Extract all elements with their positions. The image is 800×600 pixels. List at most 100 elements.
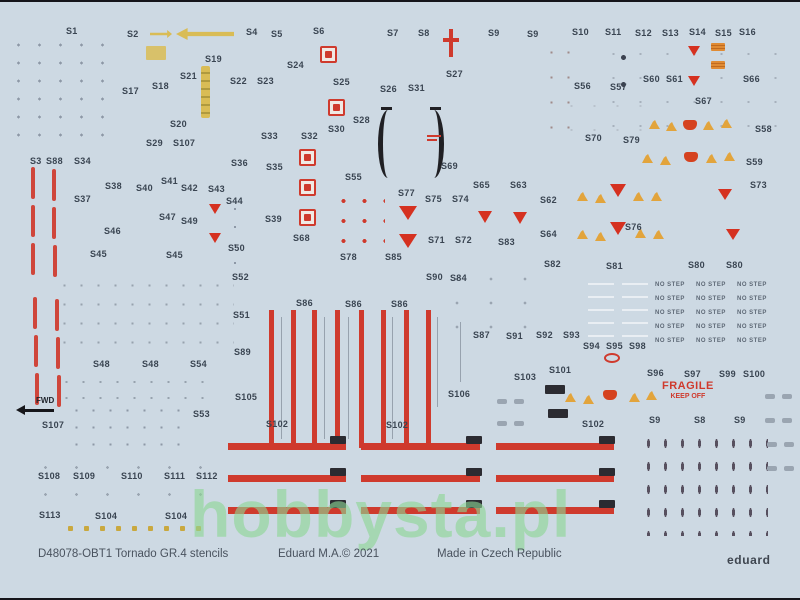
red-symbol-grid (333, 191, 385, 243)
keep-off-text: KEEP OFF (670, 393, 706, 400)
black-stencil-block (330, 436, 346, 444)
stencil-label-s97: S97 (684, 369, 701, 379)
stencil-label-s11: S11 (605, 27, 622, 37)
stencil-label-s70: S70 (585, 133, 602, 143)
red-rescue-square-icon (299, 209, 316, 226)
stencil-label-s57: S57 (610, 82, 627, 92)
red-walkway-bar (359, 310, 364, 448)
stencil-label-s14: S14 (689, 27, 706, 37)
stencil-label-s30: S30 (328, 124, 345, 134)
yellow-dot-stencil (132, 526, 137, 531)
stencil-label-s2: S2 (127, 29, 139, 39)
red-stripe-stencil (34, 335, 38, 367)
yellow-arrow-marking-icon (176, 28, 234, 40)
stencil-label-s103: S103 (514, 372, 537, 382)
ejection-seat-figure-icon (706, 154, 717, 163)
warning-triangle-icon (399, 206, 417, 220)
stencil-label-s93: S93 (563, 330, 580, 340)
red-text-stencil (427, 135, 441, 137)
warning-triangle-icon (726, 229, 740, 240)
yellow-dot-stencil (116, 526, 121, 531)
stencil-label-s35: S35 (266, 162, 283, 172)
stencil-label-s8: S8 (694, 415, 706, 425)
stencil-label-s104: S104 (95, 511, 118, 521)
stencil-label-s9: S9 (649, 415, 661, 425)
stencil-label-s9: S9 (734, 415, 746, 425)
stencil-label-s81: S81 (606, 261, 623, 271)
stencil-label-s23: S23 (257, 76, 274, 86)
stencil-label-s73: S73 (750, 180, 767, 190)
stencil-label-s112: S112 (196, 471, 218, 481)
ejection-seat-figure-icon (653, 230, 664, 239)
no-step-text: NO STEP (655, 310, 685, 316)
stencil-label-s71: S71 (428, 235, 445, 245)
stencil-label-s68: S68 (293, 233, 310, 243)
ejection-seat-figure-icon (577, 192, 588, 201)
stencil-label-s67: S67 (695, 96, 712, 106)
warning-triangle-icon (209, 233, 221, 243)
no-step-text: NO STEP (696, 324, 726, 330)
ejection-seat-figure-icon (649, 120, 660, 129)
stencil-label-s107: S107 (42, 420, 65, 430)
grey-guide-line (392, 317, 393, 439)
black-stencil-block (548, 409, 568, 418)
stencil-label-s109: S109 (73, 471, 96, 481)
stencil-label-s98: S98 (629, 341, 646, 351)
no-step-text: NO STEP (696, 296, 726, 302)
ejection-seat-figure-icon (583, 395, 594, 404)
black-stencil-block (599, 436, 615, 444)
red-rescue-square-icon (299, 149, 316, 166)
red-walkway-bar (361, 507, 480, 514)
stencil-label-s48: S48 (93, 359, 110, 369)
stencil-label-s51: S51 (233, 310, 250, 320)
stencil-label-s52: S52 (232, 272, 249, 282)
stencil-label-s95: S95 (606, 341, 623, 351)
stencil-label-s85: S85 (385, 252, 402, 262)
stencil-label-s5: S5 (271, 29, 283, 39)
stencil-label-s31: S31 (408, 83, 425, 93)
stencil-label-s63: S63 (510, 180, 527, 190)
red-stripe-stencil (31, 167, 35, 199)
stencil-label-s99: S99 (719, 369, 736, 379)
ejection-seat-figure-icon (629, 393, 640, 402)
stencil-label-s89: S89 (234, 347, 251, 357)
stencil-label-s107: S107 (173, 138, 196, 148)
yellow-dot-stencil (196, 526, 201, 531)
dark-stencil-grid (640, 432, 768, 536)
tiny-stencil-grid (560, 94, 650, 142)
grey-guide-line (324, 317, 325, 439)
red-walkway-bar (228, 475, 346, 482)
copyright-text: Eduard M.A.© 2021 (278, 548, 380, 560)
grey-stencil-pill (765, 394, 775, 399)
fwd-arrow-icon (16, 405, 54, 415)
no-step-text: NO STEP (737, 310, 767, 316)
warning-triangle-icon (688, 76, 700, 86)
stencil-label-s64: S64 (540, 229, 557, 239)
origin-text: Made in Czech Republic (437, 548, 562, 560)
red-walkway-bar (269, 310, 274, 448)
stencil-label-s34: S34 (74, 156, 91, 166)
ejection-seat-figure-icon (635, 229, 646, 238)
tiny-stencil-grid (56, 276, 234, 360)
stencil-label-s101: S101 (549, 365, 572, 375)
stencil-label-s102: S102 (266, 419, 289, 429)
red-walkway-bar (381, 310, 386, 448)
red-stripe-stencil (52, 169, 56, 201)
red-rescue-square-icon (299, 179, 316, 196)
no-step-text: NO STEP (737, 296, 767, 302)
stencil-label-s53: S53 (193, 409, 210, 419)
stencil-label-s27: S27 (446, 69, 463, 79)
yellow-dot-stencil (180, 526, 185, 531)
ejection-seat-figure-icon (646, 391, 657, 400)
stencil-label-s49: S49 (181, 216, 198, 226)
yellow-panel-marking (146, 46, 166, 60)
orange-stencil-block (711, 43, 725, 51)
red-walkway-bar (361, 475, 480, 482)
grey-guide-line (460, 322, 461, 382)
ejection-seat-figure-icon (703, 121, 714, 130)
stencil-label-s29: S29 (146, 138, 163, 148)
black-stencil-block (545, 385, 565, 394)
stencil-label-s84: S84 (450, 273, 467, 283)
red-walkway-bar (404, 310, 409, 448)
